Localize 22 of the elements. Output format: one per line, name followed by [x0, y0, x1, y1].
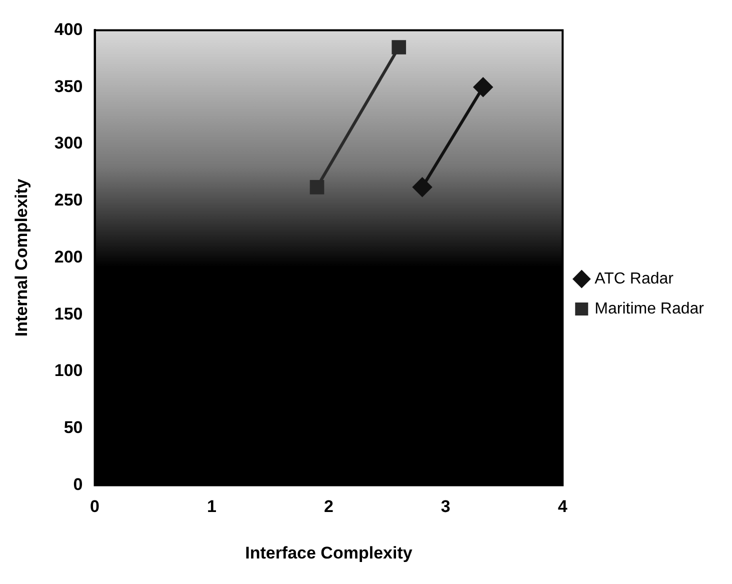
y-tick-label: 250: [54, 190, 83, 210]
point: [392, 40, 406, 54]
legend-label: ATC Radar: [594, 270, 674, 288]
y-tick-label: 50: [64, 418, 83, 438]
x-axis-title: Interface Complexity: [245, 543, 413, 562]
point: [310, 180, 324, 194]
x-tick-label: 2: [324, 497, 334, 516]
x-tick-label: 1: [207, 497, 216, 516]
legend-label: Maritime Radar: [594, 300, 705, 318]
x-tick-label: 3: [440, 497, 450, 516]
y-tick-label: 0: [73, 474, 83, 494]
y-tick-label: 400: [54, 20, 83, 39]
y-axis-title: Internal Complexity: [12, 178, 31, 337]
x-tick-label: 4: [558, 497, 568, 516]
x-tick-label: 0: [90, 497, 100, 516]
point: [412, 178, 432, 197]
y-tick-label: 300: [54, 134, 83, 153]
y-tick-label: 150: [54, 304, 83, 324]
y-tick-label: 350: [54, 76, 83, 96]
y-tick-label: 200: [54, 247, 83, 266]
y-tick-label: 100: [54, 361, 83, 380]
point: [474, 78, 493, 97]
